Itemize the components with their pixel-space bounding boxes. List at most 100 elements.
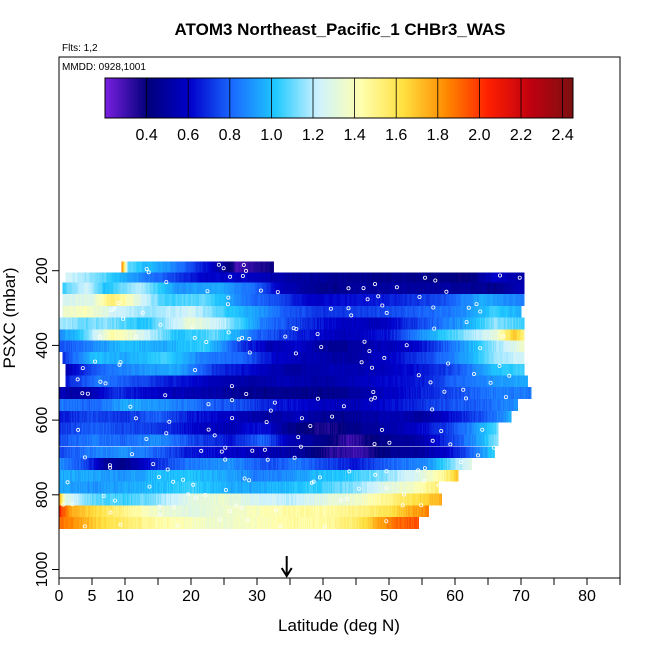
heatmap-cell — [189, 317, 191, 330]
heatmap-cell — [509, 272, 511, 283]
heatmap-cell — [216, 272, 218, 283]
heatmap-cell — [133, 340, 135, 353]
heatmap-cell — [84, 340, 86, 353]
heatmap-cell — [474, 272, 476, 283]
heatmap-cell — [89, 282, 91, 294]
heatmap-cell — [230, 293, 232, 306]
heatmap-cell — [120, 282, 122, 294]
heatmap-cell — [203, 352, 205, 365]
heatmap-cell — [358, 293, 360, 306]
heatmap-cell — [203, 305, 205, 318]
heatmap-cell — [441, 329, 443, 341]
heatmap-cell — [490, 272, 492, 283]
heatmap-cell — [134, 364, 136, 376]
heatmap-cell — [238, 375, 240, 388]
heatmap-cell — [220, 282, 222, 294]
heatmap-cell — [420, 364, 422, 376]
heatmap-cell — [106, 305, 108, 318]
heatmap-cell — [81, 317, 83, 330]
heatmap-cell — [391, 329, 393, 341]
heatmap-cell — [308, 293, 310, 306]
heatmap-cell — [224, 352, 226, 365]
heatmap-cell — [458, 293, 460, 306]
heatmap-cell — [124, 305, 126, 318]
heatmap-cell — [232, 272, 234, 283]
heatmap-cell — [510, 282, 512, 294]
heatmap-cell — [204, 352, 206, 365]
heatmap-cell — [313, 272, 315, 283]
heatmap-cell — [119, 364, 121, 376]
heatmap-cell — [447, 317, 449, 330]
heatmap-cell — [387, 375, 389, 388]
heatmap-cell — [119, 305, 121, 318]
heatmap-cell — [428, 305, 430, 318]
heatmap-cell — [358, 282, 360, 294]
heatmap-cell — [245, 272, 247, 283]
heatmap-cell — [362, 352, 364, 365]
heatmap-cell — [159, 375, 161, 388]
heatmap-cell — [160, 329, 162, 341]
heatmap-cell — [377, 305, 379, 318]
heatmap-cell — [205, 329, 207, 341]
heatmap-cell — [516, 305, 518, 318]
heatmap-cell — [187, 272, 189, 283]
heatmap-cell — [179, 352, 181, 365]
heatmap-cell — [392, 293, 394, 306]
heatmap-cell — [175, 387, 177, 399]
heatmap-cell — [268, 375, 270, 388]
heatmap-cell — [447, 282, 449, 294]
heatmap-cell — [115, 340, 117, 353]
heatmap-cell — [223, 272, 225, 283]
heatmap-cell — [381, 317, 383, 330]
heatmap-cell — [404, 329, 406, 341]
heatmap-cell — [269, 272, 271, 283]
heatmap-cell — [165, 293, 167, 306]
heatmap-cell — [275, 272, 277, 283]
heatmap-cell — [432, 282, 434, 294]
heatmap-cell — [85, 352, 87, 365]
heatmap-cell — [352, 329, 354, 341]
heatmap-cell — [462, 317, 464, 330]
heatmap-cell — [435, 305, 437, 318]
heatmap-cell — [79, 317, 81, 330]
heatmap-cell — [426, 364, 428, 376]
heatmap-cell — [502, 305, 504, 318]
heatmap-cell — [84, 293, 86, 306]
heatmap-cell — [288, 375, 290, 388]
heatmap-cell — [513, 340, 515, 353]
heatmap-cell — [312, 305, 314, 318]
heatmap-cell — [181, 375, 183, 388]
heatmap-cell — [69, 375, 71, 388]
heatmap-cell — [474, 305, 476, 318]
heatmap-cell — [153, 387, 155, 399]
heatmap-cell — [352, 352, 354, 365]
heatmap-cell — [163, 317, 165, 330]
heatmap-cell — [301, 329, 303, 341]
heatmap-cell — [130, 305, 132, 318]
heatmap-cell — [178, 272, 180, 283]
heatmap-cell — [104, 329, 106, 341]
heatmap-cell — [82, 387, 84, 399]
heatmap-cell — [197, 261, 200, 273]
heatmap-cell — [450, 305, 452, 318]
heatmap-cell — [431, 293, 433, 306]
heatmap-cell — [171, 305, 173, 318]
heatmap-cell — [405, 305, 407, 318]
heatmap-cell — [209, 282, 211, 294]
heatmap-cell — [172, 364, 174, 376]
heatmap-cell — [301, 375, 303, 388]
heatmap-cell — [269, 340, 271, 353]
heatmap-cell — [427, 375, 429, 388]
heatmap-cell — [156, 387, 158, 399]
heatmap-cell — [123, 375, 125, 388]
heatmap-cell — [120, 272, 122, 283]
heatmap-cell — [342, 340, 344, 353]
heatmap-cell — [305, 340, 307, 353]
heatmap-cell — [165, 261, 168, 273]
heatmap-cell — [66, 305, 68, 318]
heatmap-cell — [271, 352, 273, 365]
heatmap-cell — [322, 329, 324, 341]
heatmap-cell — [272, 317, 274, 330]
heatmap-cell — [283, 329, 285, 341]
heatmap-cell — [500, 272, 502, 283]
